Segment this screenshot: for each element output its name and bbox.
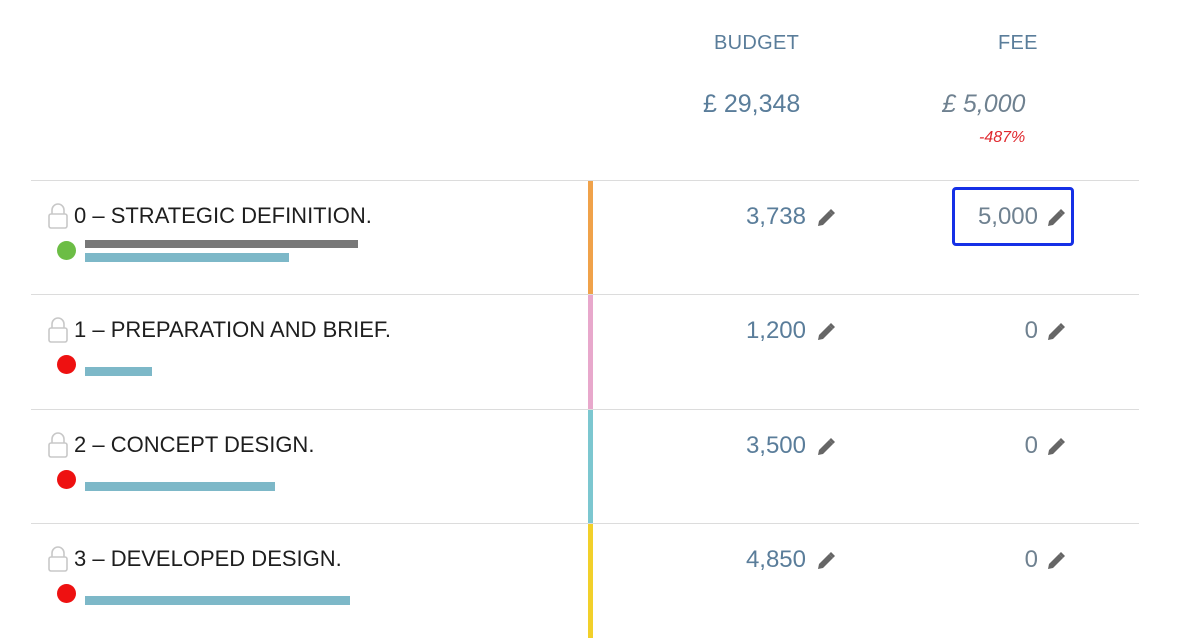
fee-value[interactable]: 5,000 [977,203,1038,230]
status-dot [57,241,76,260]
stage-color-stripe [588,410,593,524]
budget-progress-bar [85,367,152,376]
budget-progress-bar [85,482,275,491]
budget-progress-bar [85,253,289,262]
budget-value: 3,738 [745,203,806,230]
lock-icon[interactable] [47,546,69,572]
stage-title: 3 – DEVELOPED DESIGN. [74,546,342,571]
budget-value: 1,200 [745,317,806,344]
stage-title: 0 – STRATEGIC DEFINITION. [74,203,372,228]
lock-icon[interactable] [47,317,69,343]
status-dot [57,355,76,374]
stage-title: 1 – PREPARATION AND BRIEF. [74,317,392,342]
edit-budget-pencil-icon[interactable] [816,322,836,342]
fee-total: £ 5,000 [942,90,1026,118]
edit-budget-pencil-icon[interactable] [816,208,836,228]
lock-icon[interactable] [47,432,69,458]
stage-title: 2 – CONCEPT DESIGN. [74,432,315,457]
stage-color-stripe [588,524,593,638]
stage-color-stripe [588,295,593,409]
status-dot [57,584,76,603]
status-dot [57,470,76,489]
stage-color-stripe [588,181,593,295]
edit-budget-pencil-icon[interactable] [816,551,836,571]
edit-fee-pencil-icon[interactable] [1046,322,1066,342]
fee-percent: -487% [979,129,1026,146]
budget-header: BUDGET [714,32,800,54]
edit-budget-pencil-icon[interactable] [816,437,836,457]
stage-row: 1 – PREPARATION AND BRIEF. 1,200 0 [31,294,1139,409]
stage-row: 3 – DEVELOPED DESIGN. 4,850 0 [31,523,1139,638]
budget-progress-bar [85,596,350,605]
fee-value[interactable]: 0 [1024,317,1038,344]
budget-value: 4,850 [745,546,806,573]
edit-fee-pencil-icon[interactable] [1046,208,1066,228]
stage-row: 0 – STRATEGIC DEFINITION. 3,738 5,000 [31,180,1139,295]
lock-icon[interactable] [47,203,69,229]
edit-fee-pencil-icon[interactable] [1046,551,1066,571]
fee-value[interactable]: 0 [1024,432,1038,459]
actual-progress-bar [85,240,358,248]
budget-total: £ 29,348 [703,90,801,118]
budget-value: 3,500 [745,432,806,459]
fee-header: FEE [998,32,1038,54]
fee-selection-box[interactable] [952,187,1074,246]
stage-row: 2 – CONCEPT DESIGN. 3,500 0 [31,409,1139,524]
fee-value[interactable]: 0 [1024,546,1038,573]
edit-fee-pencil-icon[interactable] [1046,437,1066,457]
